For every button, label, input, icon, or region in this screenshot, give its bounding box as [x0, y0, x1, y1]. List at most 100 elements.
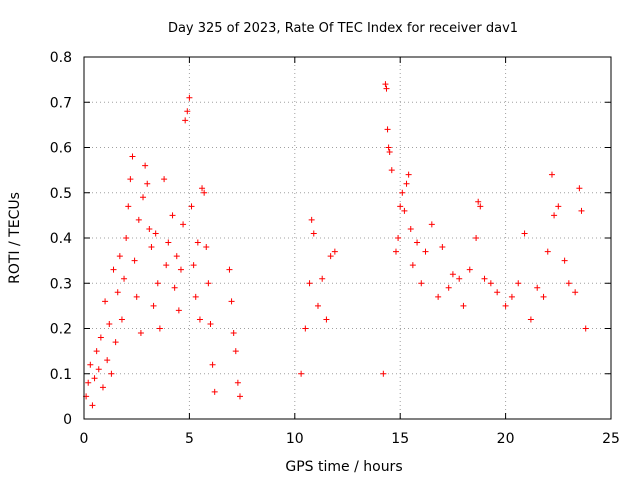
data-point [112, 339, 119, 346]
data-point [414, 239, 421, 246]
data-point [407, 225, 414, 232]
data-point [228, 298, 235, 305]
data-point [323, 316, 330, 323]
y-tick-label: 0.7 [50, 95, 72, 111]
y-tick-label: 0.2 [50, 322, 72, 338]
data-point [125, 203, 132, 210]
data-point [576, 185, 583, 192]
data-point [515, 280, 522, 287]
data-point [99, 384, 106, 391]
data-point [399, 189, 406, 196]
data-point [548, 171, 555, 178]
data-point [508, 293, 515, 300]
x-tick-label: 25 [602, 431, 620, 447]
data-point [207, 320, 214, 327]
data-point [456, 275, 463, 282]
data-point [97, 334, 104, 341]
data-point [551, 212, 558, 219]
plot-frame [83, 56, 612, 420]
data-point [154, 280, 161, 287]
data-point [477, 203, 484, 210]
data-point [232, 348, 239, 355]
data-point [405, 171, 412, 178]
data-point [403, 180, 410, 187]
data-point [494, 289, 501, 296]
data-point [205, 280, 212, 287]
data-point [306, 280, 313, 287]
data-point [87, 361, 94, 368]
data-point [85, 379, 92, 386]
data-point [236, 393, 243, 400]
data-point [177, 266, 184, 273]
x-tick-labels: 0 5 10 15 20 25 [80, 431, 620, 447]
data-point [578, 207, 585, 214]
data-point [502, 302, 509, 309]
data-point [142, 162, 149, 169]
data-point [106, 320, 113, 327]
y-tick-labels: 0 0.1 0.2 0.3 0.4 0.5 0.6 0.7 0.8 [50, 50, 72, 428]
data-point [445, 284, 452, 291]
data-point [409, 262, 416, 269]
data-point [110, 266, 117, 273]
data-point [188, 203, 195, 210]
data-point [572, 289, 579, 296]
data-point [196, 316, 203, 323]
data-point [380, 370, 387, 377]
data-point [331, 248, 338, 255]
data-point [175, 307, 182, 314]
data-point [131, 257, 138, 264]
data-point [186, 94, 193, 101]
data-point [302, 325, 309, 332]
data-point [165, 239, 172, 246]
data-point [102, 298, 109, 305]
data-point [129, 153, 136, 160]
data-point [386, 149, 393, 156]
data-point [314, 302, 321, 309]
data-point [95, 366, 102, 373]
data-point [108, 370, 115, 377]
data-point [180, 221, 187, 228]
x-axis-label: GPS time / hours [285, 459, 402, 475]
data-point [152, 230, 159, 237]
data-points [83, 81, 589, 409]
data-point [308, 216, 315, 223]
data-point [137, 330, 144, 337]
data-point [428, 221, 435, 228]
data-point [118, 316, 125, 323]
data-point [582, 325, 589, 332]
data-point [383, 85, 390, 92]
x-tick-label: 0 [80, 431, 89, 447]
data-point [135, 216, 142, 223]
data-point [133, 293, 140, 300]
data-point [171, 284, 178, 291]
data-point [234, 379, 241, 386]
data-point [401, 207, 408, 214]
data-point [319, 275, 326, 282]
data-point [382, 81, 389, 88]
data-point [184, 108, 191, 115]
data-point [473, 235, 480, 241]
data-point [127, 176, 134, 183]
data-point [481, 275, 488, 282]
data-point [114, 289, 121, 296]
data-point [388, 167, 395, 174]
data-point [422, 248, 429, 255]
y-tick-label: 0.5 [50, 186, 72, 202]
data-point [156, 325, 163, 332]
data-point [449, 271, 456, 278]
data-point [192, 293, 199, 300]
data-point [144, 180, 151, 187]
x-tick-label: 10 [286, 431, 304, 447]
data-point [565, 280, 572, 287]
y-tick-label: 0.3 [50, 276, 72, 292]
data-point [392, 248, 399, 255]
data-point [123, 235, 130, 241]
y-tick-label: 0.1 [50, 367, 72, 383]
data-point [190, 262, 197, 269]
x-tick-label: 15 [391, 431, 409, 447]
data-point [161, 176, 168, 183]
data-point [203, 244, 210, 251]
data-point [209, 361, 216, 368]
data-point [385, 144, 392, 151]
